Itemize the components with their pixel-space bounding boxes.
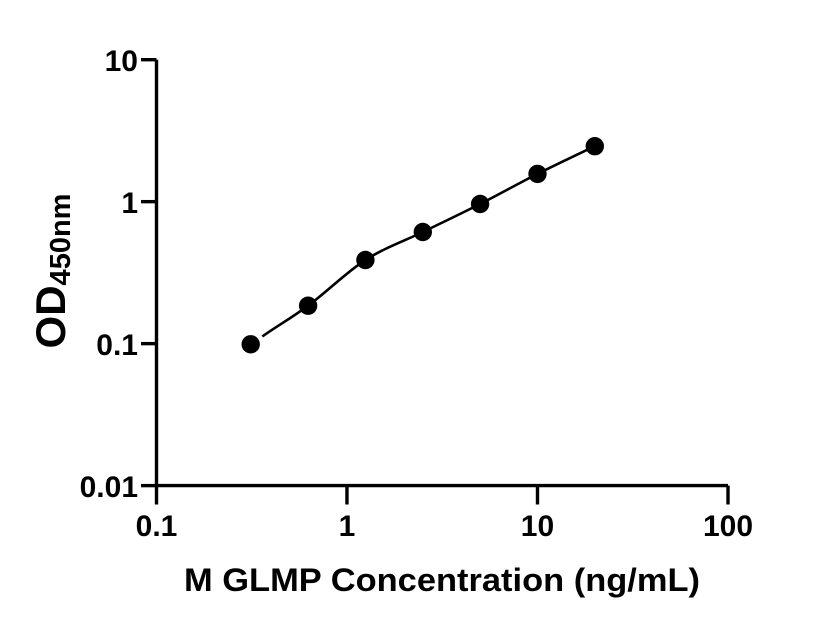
svg-text:10: 10 <box>521 510 554 543</box>
svg-text:1: 1 <box>339 510 356 543</box>
svg-text:10: 10 <box>105 45 138 78</box>
svg-text:100: 100 <box>703 510 753 543</box>
svg-text:M GLMP Concentration (ng/mL): M GLMP Concentration (ng/mL) <box>184 562 700 598</box>
svg-text:1: 1 <box>121 187 138 220</box>
svg-text:0.1: 0.1 <box>136 510 178 543</box>
svg-text:OD450nm: OD450nm <box>27 194 77 349</box>
svg-text:0.1: 0.1 <box>96 329 138 362</box>
svg-text:0.01: 0.01 <box>80 471 138 504</box>
